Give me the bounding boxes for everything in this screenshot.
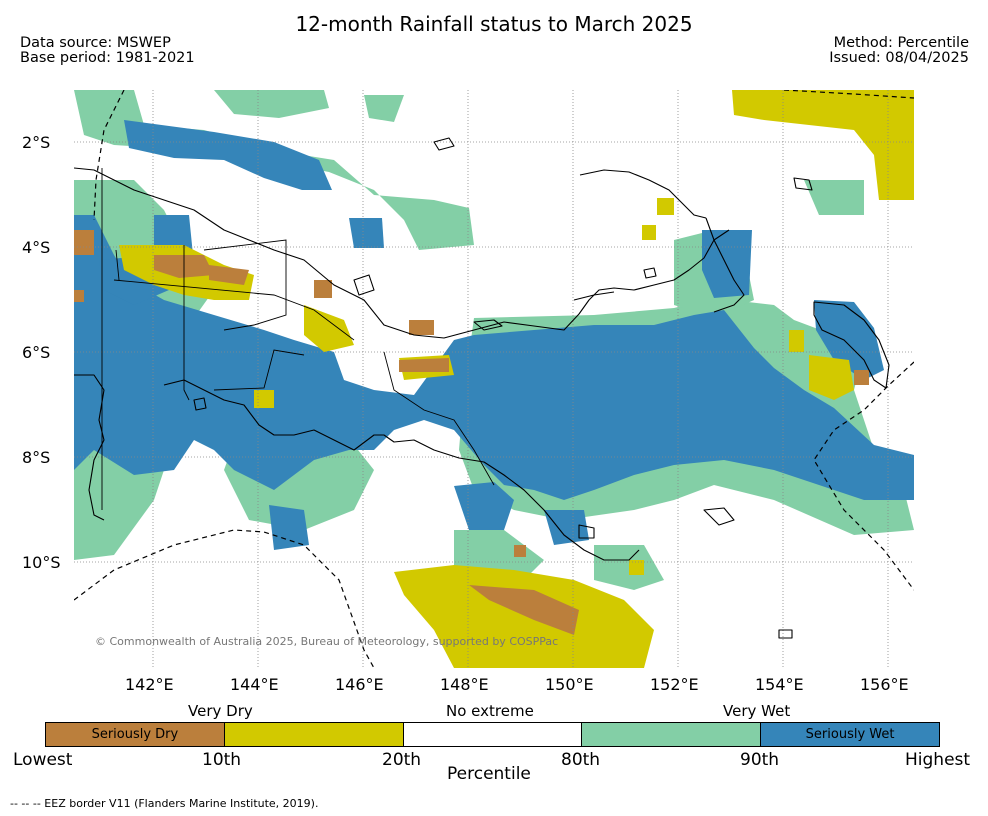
legend-very-dry-label: Very Dry <box>188 702 253 720</box>
lat-label-2s: 2°S <box>22 133 51 152</box>
legend-highest-label: Highest <box>905 750 971 770</box>
colorbar-no-extreme <box>403 723 583 746</box>
rainfall-map: © Commonwealth of Australia 2025, Bureau… <box>74 90 914 668</box>
lon-label-156e: 156°E <box>860 675 909 694</box>
seriously-wet-region <box>74 120 914 550</box>
lat-label-8s: 8°S <box>22 448 51 467</box>
legend-90th-label: 90th <box>740 750 780 770</box>
method-text: Method: Percentile <box>833 35 969 51</box>
copyright-notice: © Commonwealth of Australia 2025, Bureau… <box>95 635 558 648</box>
colorbar-very-dry <box>224 723 404 746</box>
legend-80th-label: 80th <box>561 750 601 770</box>
map-canvas: © Commonwealth of Australia 2025, Bureau… <box>74 90 914 668</box>
lon-label-148e: 148°E <box>440 675 489 694</box>
map-title: 12-month Rainfall status to March 2025 <box>295 12 693 36</box>
very-dry-region <box>119 90 914 668</box>
lon-label-152e: 152°E <box>650 675 699 694</box>
legend-10th-label: 10th <box>202 750 242 770</box>
legend-lowest-label: Lowest <box>13 750 73 770</box>
lon-label-144e: 144°E <box>230 675 279 694</box>
lon-label-146e: 146°E <box>335 675 384 694</box>
legend-no-extreme-label: No extreme <box>446 702 534 720</box>
legend-very-wet-label: Very Wet <box>723 702 791 720</box>
percentile-colorbar: Seriously Dry Seriously Wet <box>45 722 940 747</box>
colorbar-seriously-wet-label: Seriously Wet <box>805 727 895 742</box>
eez-border <box>74 90 914 668</box>
lon-label-154e: 154°E <box>755 675 804 694</box>
lon-label-142e: 142°E <box>125 675 174 694</box>
lat-label-4s: 4°S <box>22 238 51 257</box>
data-source-text: Data source: MSWEP <box>20 35 171 51</box>
colorbar-very-wet <box>582 723 762 746</box>
colorbar-seriously-dry: Seriously Dry <box>46 723 225 746</box>
colorbar-seriously-wet: Seriously Wet <box>761 723 939 746</box>
admin-borders <box>101 168 495 510</box>
eez-footnote: -- -- -- EEZ border V11 (Flanders Marine… <box>10 797 319 810</box>
legend-axis-title: Percentile <box>447 764 531 784</box>
base-period-text: Base period: 1981-2021 <box>20 50 195 66</box>
lat-label-6s: 6°S <box>22 343 51 362</box>
legend-20th-label: 20th <box>382 750 422 770</box>
issued-text: Issued: 08/04/2025 <box>829 50 969 66</box>
coastline <box>74 137 890 639</box>
lon-label-150e: 150°E <box>545 675 594 694</box>
colorbar-seriously-dry-label: Seriously Dry <box>91 727 179 742</box>
map-gridlines <box>74 90 914 668</box>
lat-label-10s: 10°S <box>22 553 61 572</box>
